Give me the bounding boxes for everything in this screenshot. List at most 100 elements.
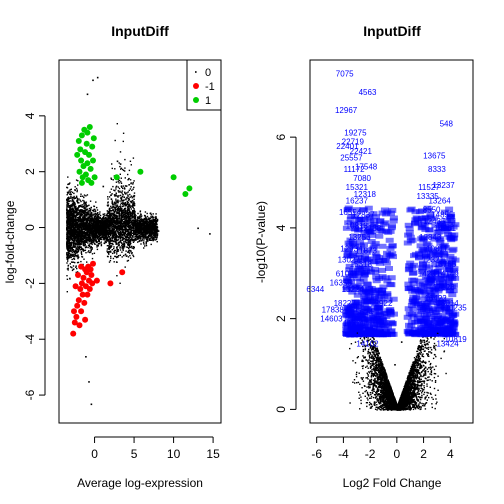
cloud-point	[129, 179, 132, 181]
cloud-point	[147, 221, 150, 223]
cloud-point	[132, 241, 135, 243]
cloud-point	[81, 253, 83, 256]
cloud-point	[93, 252, 96, 254]
cloud-point	[78, 198, 80, 200]
cloud-point	[153, 236, 156, 238]
cloud-point	[118, 229, 120, 231]
cloud-point	[110, 210, 112, 212]
cloud-point	[74, 223, 76, 225]
cloud-point	[110, 215, 112, 217]
cloud-point	[124, 241, 126, 243]
cloud-point	[69, 207, 72, 209]
cloud-point	[122, 222, 124, 224]
cloud-point	[84, 241, 86, 243]
cloud-point	[74, 242, 76, 244]
cloud-point	[142, 221, 145, 223]
cloud-point	[67, 260, 69, 262]
cloud-point	[69, 249, 72, 252]
cloud-point	[155, 213, 157, 215]
cloud-point	[74, 186, 76, 188]
cloud-point	[114, 209, 117, 211]
cloud-point	[116, 235, 118, 237]
cloud-point	[93, 232, 95, 235]
cloud-point	[116, 251, 118, 253]
cloud-point	[124, 207, 127, 209]
cloud-point	[71, 258, 73, 261]
cloud-point	[115, 200, 117, 202]
cloud-point	[74, 246, 76, 248]
cloud-point	[113, 201, 116, 203]
cloud-point	[125, 250, 127, 252]
cloud-point	[133, 212, 135, 215]
cloud-point	[120, 236, 122, 239]
cloud-point	[131, 236, 134, 238]
cloud-point	[140, 234, 142, 236]
cloud-point	[145, 228, 147, 230]
cloud-point	[133, 192, 136, 194]
cloud-point	[152, 234, 155, 236]
cloud-point	[153, 238, 155, 240]
cloud-point	[82, 205, 85, 208]
cloud-point	[113, 228, 116, 231]
cloud-point	[127, 235, 129, 237]
cloud-point	[87, 240, 89, 242]
cloud-point	[123, 203, 126, 206]
cloud-point	[69, 248, 72, 250]
cloud-point	[96, 231, 98, 234]
cloud-point	[103, 229, 105, 231]
cloud-point	[85, 203, 87, 205]
cloud-point	[123, 208, 126, 211]
cloud-point	[85, 238, 88, 241]
cloud-point	[76, 213, 78, 215]
cloud-point	[114, 206, 116, 209]
cloud-point	[126, 211, 128, 214]
cloud-point	[70, 197, 72, 199]
cloud-point	[153, 219, 155, 222]
cloud-point	[153, 225, 155, 227]
cloud-point	[142, 220, 144, 222]
cloud-point	[121, 233, 123, 236]
cloud-point	[112, 212, 114, 215]
cloud-point	[83, 217, 85, 219]
cloud-point	[90, 242, 93, 244]
cloud-point	[128, 238, 130, 241]
cloud-point	[138, 237, 140, 240]
cloud-point	[124, 224, 127, 227]
cloud-point	[120, 181, 122, 183]
cloud-point	[99, 237, 102, 239]
cloud-point	[107, 227, 110, 229]
cloud-point	[91, 235, 94, 238]
cloud-point	[72, 229, 74, 231]
cloud-point	[140, 216, 142, 218]
cloud-point	[83, 207, 85, 209]
cloud-point	[129, 227, 132, 229]
cloud-point	[156, 233, 159, 235]
cloud-point	[83, 223, 85, 225]
cloud-point	[141, 235, 143, 237]
cloud-point	[77, 212, 79, 214]
cloud-point	[80, 232, 82, 235]
cloud-point	[105, 217, 107, 219]
cloud-point	[109, 242, 111, 245]
cloud-point	[147, 228, 149, 231]
cloud-point	[76, 256, 79, 258]
cloud-point	[107, 204, 110, 206]
cloud-point	[86, 217, 89, 219]
cloud-point	[71, 242, 73, 244]
cloud-point	[114, 215, 116, 217]
cloud-point	[133, 204, 136, 207]
cloud-point	[131, 214, 134, 216]
cloud-point	[154, 230, 156, 232]
cloud-point	[106, 240, 108, 242]
cloud-point	[128, 223, 130, 225]
cloud-point	[115, 218, 118, 221]
cloud-point	[112, 221, 115, 223]
cloud-point	[92, 240, 94, 242]
cloud-point	[68, 236, 70, 239]
cloud-point	[113, 233, 116, 235]
cloud-point	[119, 246, 121, 248]
cloud-point	[68, 217, 71, 220]
cloud-point	[119, 220, 121, 222]
cloud-point	[121, 244, 123, 247]
cloud-point	[81, 223, 83, 226]
